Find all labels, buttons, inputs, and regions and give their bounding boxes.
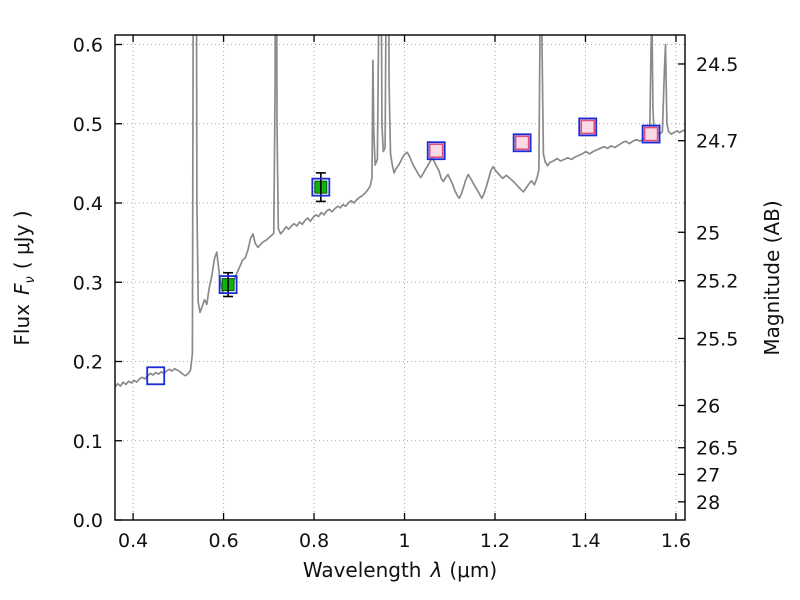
flux-unit: ( μJy ) — [10, 210, 34, 270]
x-tick-label: 1.6 — [661, 530, 691, 552]
x-axis-label: Wavelength λ (μm) — [115, 558, 685, 582]
observed-flux-marker-pink — [514, 135, 530, 151]
flux-symbol: F — [10, 283, 34, 295]
x-tick-label: 1.4 — [570, 530, 600, 552]
observed-flux-marker-pink — [580, 119, 596, 135]
model-photometry-marker — [218, 275, 238, 295]
x-tick-label: 0.4 — [118, 530, 148, 552]
magnitude-tick-label: 24.5 — [696, 54, 738, 76]
x-axis-unit: (μm) — [449, 558, 498, 582]
x-tick-label: 1.2 — [480, 530, 510, 552]
magnitude-tick-label: 25.5 — [696, 328, 738, 350]
model-photometry-marker — [578, 117, 598, 137]
x-tick-label: 1 — [398, 530, 410, 552]
lambda-symbol: λ — [430, 558, 443, 582]
y-tick-label: 0.0 — [73, 510, 103, 532]
model-photometry-marker — [426, 141, 446, 161]
model-photometry-marker — [512, 133, 532, 153]
flux-label-text: Flux — [10, 303, 34, 346]
y-axis-label-right: Magnitude (AB) — [760, 200, 784, 356]
observed-flux-marker-pink — [643, 126, 659, 142]
y-tick-label: 0.4 — [73, 193, 103, 215]
y-tick-label: 0.3 — [73, 272, 103, 294]
x-axis-label-text: Wavelength — [302, 558, 422, 582]
magnitude-tick-label: 25.2 — [696, 271, 738, 293]
y-tick-label: 0.5 — [73, 114, 103, 136]
magnitude-tick-label: 26.5 — [696, 438, 738, 460]
y-tick-label: 0.6 — [73, 35, 103, 57]
model-spectrum-line — [115, 35, 685, 388]
x-tick-label: 0.6 — [208, 530, 238, 552]
plot-border — [114, 34, 686, 521]
x-tick-label: 0.8 — [299, 530, 329, 552]
y-tick-label: 0.2 — [73, 352, 103, 374]
model-photometry-marker — [146, 366, 166, 386]
magnitude-tick-label: 27 — [696, 464, 720, 486]
flux-symbol-subscript: ν — [23, 276, 38, 284]
observed-flux-marker-pink — [428, 143, 444, 159]
y-tick-label: 0.1 — [73, 431, 103, 453]
magnitude-tick-label: 28 — [696, 492, 720, 514]
magnitude-tick-label: 26 — [696, 395, 720, 417]
magnitude-tick-label: 25 — [696, 222, 720, 244]
magnitude-tick-label: 24.7 — [696, 131, 738, 153]
y-axis-label-left: Flux Fν ( μJy ) — [10, 210, 38, 345]
model-photometry-marker — [311, 177, 331, 197]
model-photometry-marker — [641, 124, 661, 144]
